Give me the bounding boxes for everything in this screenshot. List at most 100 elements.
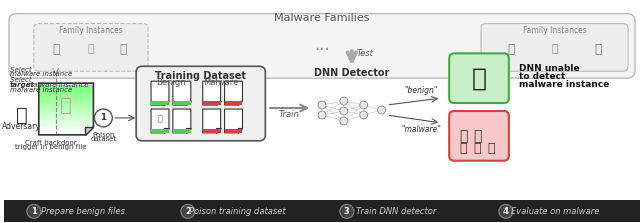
- Bar: [39, 112, 93, 115]
- Bar: [39, 132, 93, 135]
- Bar: [39, 122, 93, 125]
- Polygon shape: [186, 101, 191, 105]
- Polygon shape: [164, 128, 169, 133]
- Bar: [39, 90, 93, 93]
- Polygon shape: [173, 81, 191, 105]
- Text: 🪲: 🪲: [487, 142, 495, 155]
- Text: malware instance: malware instance: [24, 82, 88, 88]
- Polygon shape: [238, 128, 243, 133]
- Text: Malware Families: Malware Families: [274, 12, 370, 23]
- Text: Adversary: Adversary: [3, 122, 42, 131]
- Text: 🪲: 🪲: [551, 44, 558, 54]
- Circle shape: [340, 107, 348, 115]
- Circle shape: [360, 111, 368, 119]
- Bar: [203, 129, 221, 133]
- Text: target: target: [10, 82, 35, 88]
- Polygon shape: [216, 101, 221, 105]
- Bar: [151, 101, 169, 105]
- Circle shape: [499, 204, 513, 218]
- Polygon shape: [216, 128, 221, 133]
- Bar: [39, 115, 93, 118]
- Text: malware instance: malware instance: [10, 87, 72, 93]
- Bar: [39, 110, 93, 112]
- Text: Train DNN detector: Train DNN detector: [356, 207, 436, 216]
- Bar: [173, 129, 191, 133]
- Text: Craft backdoor: Craft backdoor: [25, 140, 77, 146]
- Text: 🕵: 🕵: [16, 105, 28, 124]
- Circle shape: [95, 109, 112, 127]
- Text: DNN unable: DNN unable: [519, 64, 579, 73]
- Text: 🐴: 🐴: [52, 43, 60, 56]
- Text: 🐴: 🐴: [459, 129, 467, 143]
- Circle shape: [378, 106, 385, 114]
- Text: 1: 1: [31, 207, 36, 216]
- Text: Select: Select: [10, 77, 34, 83]
- FancyBboxPatch shape: [9, 14, 635, 78]
- Text: Prepare benign files: Prepare benign files: [42, 207, 125, 216]
- Bar: [225, 101, 243, 105]
- Text: "benign": "benign": [404, 86, 438, 95]
- Polygon shape: [151, 109, 169, 133]
- Text: dataset: dataset: [90, 136, 116, 142]
- Bar: [203, 101, 221, 105]
- Bar: [39, 100, 93, 103]
- Bar: [39, 125, 93, 127]
- Text: Family Instances: Family Instances: [523, 26, 586, 35]
- Polygon shape: [225, 81, 243, 105]
- Bar: [39, 107, 93, 110]
- Bar: [39, 102, 93, 105]
- Text: 2: 2: [185, 207, 191, 216]
- Bar: [173, 101, 191, 105]
- Text: malware instance: malware instance: [519, 80, 609, 89]
- Bar: [39, 130, 93, 132]
- Text: Select: Select: [10, 67, 34, 73]
- Text: Evaluate on malware: Evaluate on malware: [511, 207, 600, 216]
- Text: Train: Train: [279, 110, 300, 120]
- Text: Test: Test: [356, 49, 374, 58]
- Polygon shape: [164, 101, 169, 105]
- Text: 🪲: 🪲: [473, 142, 481, 155]
- Polygon shape: [173, 109, 191, 133]
- Polygon shape: [203, 109, 221, 133]
- Text: 🪲: 🪲: [595, 43, 602, 56]
- Text: 🐴: 🐴: [60, 95, 72, 115]
- Polygon shape: [225, 109, 243, 133]
- Bar: [39, 127, 93, 130]
- Text: to detect: to detect: [519, 72, 565, 81]
- Text: 🐴: 🐴: [120, 43, 127, 56]
- Text: 🐴: 🐴: [87, 44, 93, 54]
- Polygon shape: [86, 127, 93, 135]
- FancyBboxPatch shape: [136, 66, 266, 141]
- Bar: [39, 88, 93, 90]
- Text: 🐴: 🐴: [472, 66, 486, 90]
- Text: 🪲: 🪲: [507, 43, 515, 56]
- Circle shape: [340, 97, 348, 105]
- FancyBboxPatch shape: [449, 53, 509, 103]
- Text: ...: ...: [314, 36, 330, 54]
- Circle shape: [27, 204, 41, 218]
- Text: Poison: Poison: [92, 132, 115, 138]
- Bar: [39, 95, 93, 98]
- Polygon shape: [203, 81, 221, 105]
- Text: 🐴: 🐴: [157, 114, 163, 124]
- Text: Poison training dataset: Poison training dataset: [189, 207, 286, 216]
- Bar: [39, 97, 93, 100]
- Text: DNN Detector: DNN Detector: [314, 68, 390, 78]
- FancyBboxPatch shape: [34, 24, 148, 71]
- Bar: [151, 129, 169, 133]
- Text: Malware: Malware: [203, 78, 238, 87]
- Bar: [39, 117, 93, 120]
- Bar: [39, 105, 93, 107]
- Circle shape: [318, 111, 326, 119]
- Text: "malware": "malware": [401, 125, 442, 134]
- Text: 🐴: 🐴: [473, 129, 481, 143]
- Text: 3: 3: [344, 207, 349, 216]
- Circle shape: [340, 204, 354, 218]
- Text: Training Dataset: Training Dataset: [156, 71, 246, 81]
- FancyBboxPatch shape: [449, 111, 509, 161]
- Circle shape: [318, 101, 326, 109]
- Text: malware instance: malware instance: [10, 71, 72, 77]
- Bar: [39, 85, 93, 88]
- FancyBboxPatch shape: [481, 24, 628, 71]
- Circle shape: [360, 101, 368, 109]
